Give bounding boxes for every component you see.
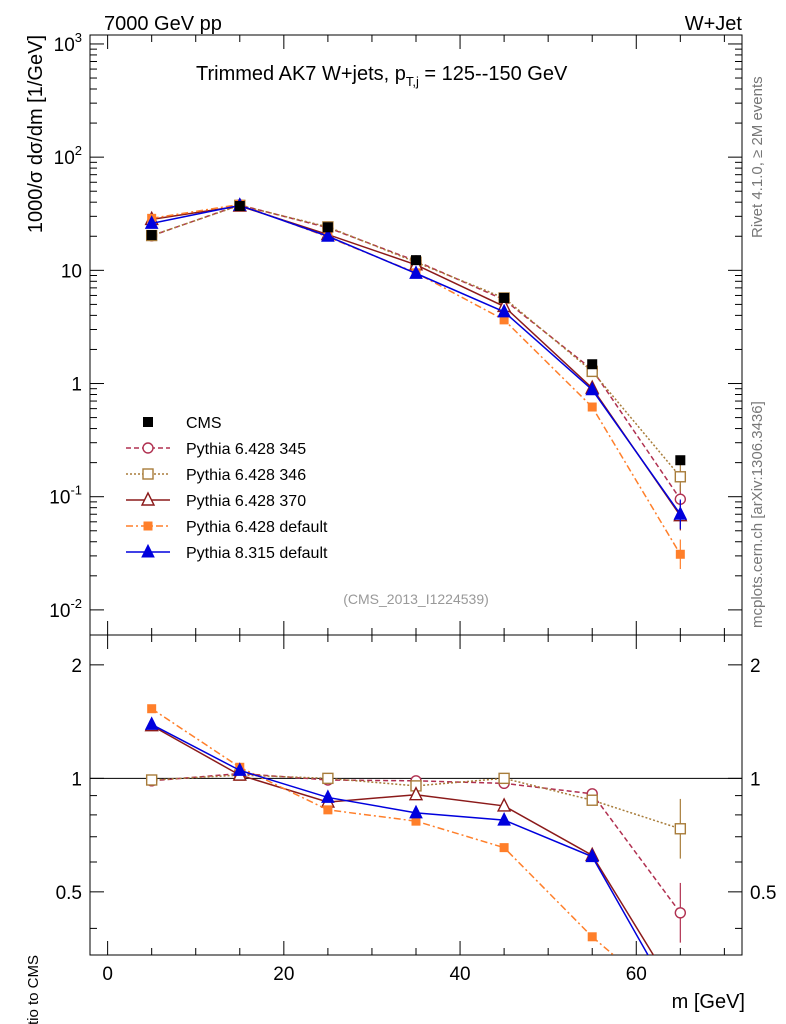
data-point-main — [497, 303, 511, 318]
data-point-ratio — [409, 804, 423, 819]
data-point-main — [321, 228, 335, 242]
legend-label: Pythia 6.428 default — [186, 519, 328, 536]
cms-data-point — [499, 292, 510, 303]
data-point-ratio — [144, 716, 159, 730]
cms-data-point — [587, 359, 598, 370]
series-line-ratio — [151, 708, 615, 955]
energy-label: 7000 GeV pp — [104, 13, 222, 35]
data-point-main — [144, 215, 159, 229]
ratio-tick-label-right: 1 — [750, 769, 761, 790]
data-point-ratio — [145, 774, 158, 786]
x-axis-label: m [GeV] — [672, 991, 745, 1013]
y-tick-label: 1 — [71, 375, 82, 396]
legend-marker — [141, 543, 155, 558]
analysis-id-label: (CMS_2013_I1224539) — [343, 591, 489, 607]
y-tick-label: 10 — [61, 261, 82, 282]
legend-marker — [143, 417, 153, 427]
y-tick-label: 10-2 — [49, 596, 82, 622]
data-point-ratio — [496, 797, 512, 812]
series-line-main — [151, 204, 681, 478]
data-point-ratio — [323, 805, 333, 815]
ratio-tick-label: 0.5 — [56, 883, 82, 904]
y-tick-label: 10-1 — [49, 483, 82, 509]
data-point-main — [675, 549, 685, 559]
cms-data-point — [322, 222, 333, 233]
cms-data-point — [234, 201, 245, 212]
ratio-tick-label-right: 0.5 — [750, 883, 776, 904]
data-point-ratio — [408, 786, 424, 801]
data-point-main — [674, 471, 687, 483]
data-point-ratio — [497, 811, 511, 826]
cms-data-point — [675, 455, 686, 466]
y-tick-label: 102 — [54, 143, 82, 169]
data-point-main — [587, 402, 597, 412]
rivet-version-label: Rivet 4.1.0, ≥ 2M events — [749, 76, 766, 238]
x-tick-label: 40 — [449, 964, 470, 985]
data-point-ratio — [674, 823, 687, 835]
legend-label: Pythia 6.428 345 — [186, 441, 306, 458]
data-point-ratio — [499, 843, 509, 853]
x-tick-label: 0 — [102, 964, 113, 985]
data-point-ratio — [674, 907, 687, 919]
data-point-main — [409, 265, 423, 279]
data-point-ratio — [232, 762, 247, 776]
ratio-tick-label: 2 — [71, 656, 82, 677]
legend-label: Pythia 8.315 default — [186, 545, 328, 562]
legend-label: Pythia 6.428 370 — [186, 493, 306, 510]
ratio-tick-label-right: 2 — [750, 656, 761, 677]
data-point-ratio — [587, 932, 597, 942]
legend-marker — [140, 491, 156, 506]
data-point-ratio — [585, 848, 600, 863]
legend-marker — [142, 468, 154, 480]
series-line-ratio — [151, 723, 649, 955]
data-point-main — [585, 381, 600, 396]
data-point-ratio — [322, 772, 334, 785]
legend-marker — [142, 442, 154, 454]
mcplots-source-label: mcplots.cern.ch [arXiv:1306.3436] — [749, 401, 766, 628]
ratio-y-axis-label: Ratio to CMS — [25, 955, 42, 1024]
legend-label: CMS — [186, 415, 222, 432]
cms-data-point — [411, 255, 421, 266]
x-tick-label: 60 — [626, 964, 647, 985]
chart-title: Trimmed AK7 W+jets, pT,j = 125--150 GeV — [196, 63, 568, 89]
cms-data-point — [146, 230, 157, 241]
data-point-ratio — [498, 772, 510, 785]
axes-group: 0 20 40 60 10-2 10-1 1 10 102 103 0.5 0.5 1 1 2 2 — [49, 30, 776, 985]
process-label: W+Jet — [685, 13, 743, 35]
ratio-tick-label: 1 — [71, 769, 82, 790]
legend-label: Pythia 6.428 346 — [186, 467, 306, 484]
x-tick-label: 20 — [273, 964, 294, 985]
data-point-ratio — [321, 789, 335, 803]
y-axis-label: 1000/σ dσ/dm [1/GeV] — [25, 35, 47, 233]
y-tick-label: 103 — [54, 30, 82, 56]
legend-marker — [143, 521, 153, 531]
main-series-group — [144, 197, 688, 570]
data-point-main — [673, 506, 688, 520]
legend: CMS Pythia 6.428 345 Pythia 6.428 346 Pythi… — [126, 415, 328, 562]
data-point-ratio — [147, 704, 157, 714]
ratio-series-group — [144, 704, 687, 955]
data-point-ratio — [586, 794, 598, 806]
